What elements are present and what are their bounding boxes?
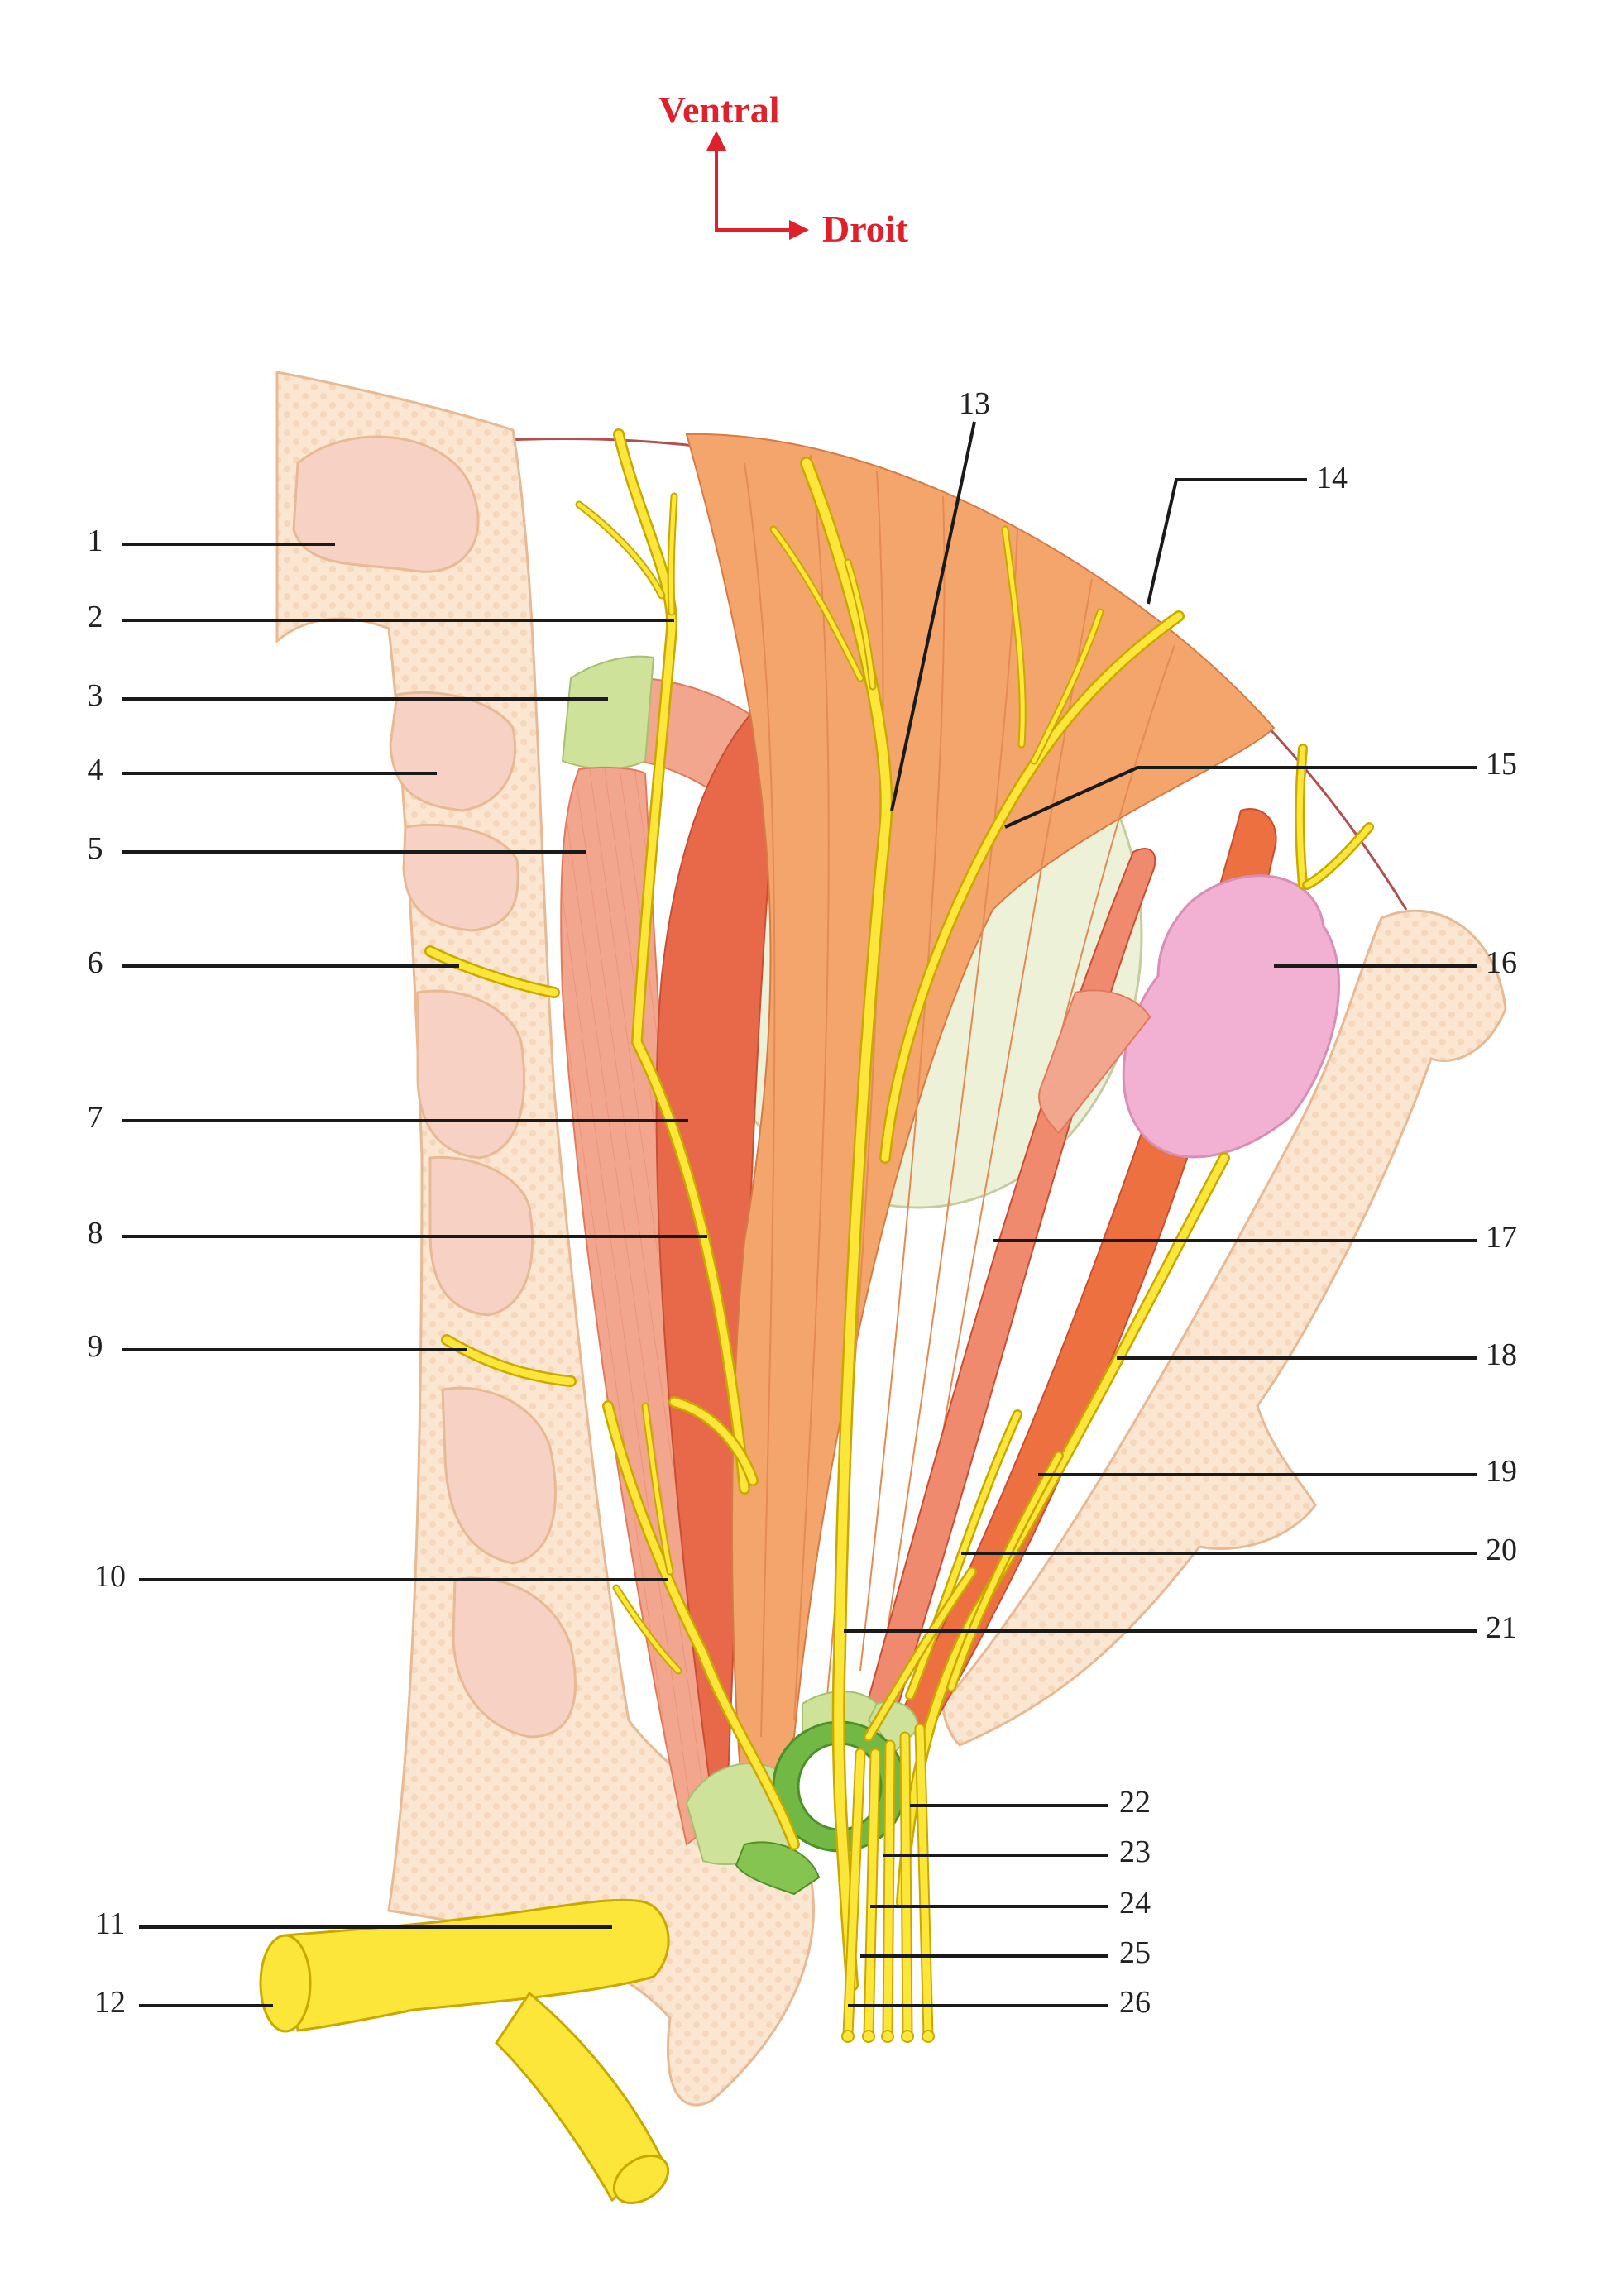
nerve-6 — [426, 947, 558, 997]
label-22: 22 — [1119, 1785, 1151, 1820]
cavity-4 — [416, 989, 525, 1160]
nerve-20 — [907, 1411, 1021, 1699]
label-14: 14 — [1316, 461, 1348, 495]
nerve-23-end — [901, 2030, 914, 2043]
nerve-lacrimal-b — [1304, 824, 1372, 888]
label-16: 16 — [1486, 945, 1517, 980]
optic-nerve-cut-end — [259, 1934, 312, 2033]
label-4: 4 — [88, 753, 103, 787]
nerve-10-branch — [643, 1404, 673, 1574]
label-17: 17 — [1486, 1220, 1517, 1255]
nerve-15 — [881, 612, 1183, 1162]
label-26: 26 — [1119, 1985, 1151, 2020]
label-8: 8 — [88, 1216, 103, 1251]
trochlea — [561, 655, 655, 770]
label-23: 23 — [1119, 1834, 1151, 1869]
label-6: 6 — [88, 945, 103, 980]
leader-14 — [1147, 478, 1307, 605]
nerve-2-branch-a — [577, 502, 664, 598]
label-11: 11 — [95, 1906, 126, 1941]
leader-lines — [122, 421, 1477, 2007]
nerve-13-branch-a — [771, 527, 863, 681]
label-19: 19 — [1486, 1454, 1517, 1489]
lacrimal-gland — [1122, 874, 1340, 1159]
nerve-2-branch-b — [668, 494, 677, 615]
nerve-9-cont — [670, 1398, 757, 1485]
nerve-19 — [948, 1452, 1062, 1691]
labels: 1 2 3 4 5 6 7 8 9 10 11 12 13 14 15 16 1… — [88, 386, 1518, 2020]
label-20: 20 — [1486, 1533, 1517, 1567]
nerve-24 — [883, 1741, 894, 2039]
nerve-26-end — [841, 2030, 855, 2043]
nerve-10 — [604, 1402, 798, 1849]
label-2: 2 — [88, 600, 103, 634]
optic-tract-cut-end — [612, 2154, 670, 2205]
cavity-7 — [452, 1576, 577, 1739]
label-15: 15 — [1486, 747, 1517, 782]
cavity-6 — [441, 1386, 557, 1565]
nerve-10-branch-b — [614, 1586, 681, 1673]
ventral-arrow-head-icon — [706, 131, 726, 151]
nerves — [424, 428, 1374, 2043]
label-13: 13 — [959, 386, 990, 421]
label-21: 21 — [1486, 1610, 1517, 1645]
ventral-label: Ventral — [658, 88, 780, 131]
label-18: 18 — [1486, 1337, 1517, 1372]
label-3: 3 — [88, 678, 103, 713]
nerve-23 — [901, 1733, 912, 2039]
label-12: 12 — [94, 1985, 126, 2020]
nerve-2 — [615, 430, 749, 1493]
optic-nerve-chiasm — [259, 1898, 670, 2205]
cavity-1 — [292, 435, 480, 573]
label-7: 7 — [88, 1100, 103, 1135]
label-9: 9 — [88, 1329, 103, 1364]
nerve-24-end — [881, 2030, 894, 2043]
nerve-15-branch-a — [1003, 527, 1025, 747]
label-10: 10 — [94, 1559, 126, 1594]
nerve-lacrimal-a — [1296, 745, 1306, 888]
label-25: 25 — [1119, 1935, 1151, 1970]
nerve-15-branch-b — [1032, 610, 1103, 763]
nerve-22 — [916, 1724, 932, 2039]
label-1: 1 — [88, 524, 103, 558]
label-5: 5 — [88, 831, 103, 866]
leader-15 — [1004, 766, 1477, 829]
right-label: Droit — [822, 208, 909, 250]
nerve-26 — [844, 1749, 864, 2039]
nerve-9 — [443, 1336, 575, 1385]
lacrimal-tendon — [1038, 989, 1151, 1135]
orientation-indicator: Ventral Droit — [658, 88, 909, 250]
lateral-orbital-wall — [941, 909, 1507, 1747]
label-24: 24 — [1119, 1886, 1151, 1921]
nerve-22-end — [922, 2030, 935, 2043]
nerve-25 — [864, 1749, 879, 2039]
nerve-bundle-22-26 — [841, 1723, 935, 2043]
right-arrow-head-icon — [789, 220, 809, 240]
nerve-25-end — [862, 2030, 875, 2043]
leader-13 — [890, 421, 976, 811]
nerve-21 — [865, 1568, 975, 1740]
ring-lower-fibers — [735, 1841, 821, 1896]
optic-nerve — [284, 1898, 670, 2032]
nerve-13-branch-b — [845, 560, 875, 689]
